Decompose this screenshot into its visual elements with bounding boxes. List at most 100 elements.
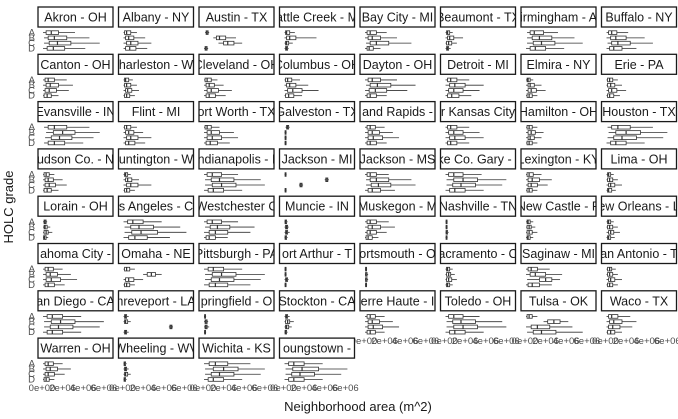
y-tick-label: D bbox=[28, 138, 35, 149]
facet-panel: r Kansas City bbox=[439, 100, 517, 146]
box bbox=[449, 329, 466, 335]
boxplot-grade-D bbox=[445, 188, 484, 193]
boxplot-grade-A bbox=[43, 30, 75, 35]
strip-label: Muskegon - M bbox=[358, 200, 437, 214]
boxplot-grade-A bbox=[527, 30, 558, 35]
box bbox=[207, 377, 225, 382]
strip-label: oungstown - bbox=[283, 342, 351, 356]
boxplot-grade-B bbox=[606, 177, 618, 182]
y-tick-label: C bbox=[28, 369, 35, 380]
box bbox=[527, 177, 540, 182]
strip-label: Pittsburgh - PA bbox=[195, 247, 279, 261]
box bbox=[292, 366, 319, 372]
boxplot-grade-C bbox=[446, 324, 507, 330]
strip-label: Columbus - OH bbox=[274, 58, 360, 72]
box bbox=[126, 40, 139, 46]
strip-label: Wheeling - WV bbox=[114, 342, 198, 356]
box bbox=[611, 40, 631, 46]
boxplot-grade-D bbox=[526, 93, 538, 98]
boxplot-grade-D bbox=[43, 377, 55, 382]
boxplot-grade-A bbox=[526, 172, 542, 177]
strip-label: Toledo - OH bbox=[445, 294, 512, 308]
box bbox=[131, 230, 158, 235]
boxplot-grade-D bbox=[365, 93, 387, 98]
box bbox=[125, 277, 135, 282]
x-tick-label: 0e+00 bbox=[270, 383, 297, 394]
box bbox=[45, 30, 59, 35]
boxplot-grade-C bbox=[445, 135, 484, 140]
box bbox=[125, 46, 137, 51]
boxplot-grade-A bbox=[606, 266, 616, 272]
boxplot-grade-C bbox=[204, 324, 210, 330]
box bbox=[223, 40, 235, 46]
strip-box bbox=[117, 290, 195, 312]
boxplot-grade-A bbox=[204, 314, 207, 319]
boxplot-grade-A bbox=[204, 361, 251, 366]
box bbox=[527, 266, 538, 272]
boxplot-grade-B bbox=[445, 35, 464, 41]
strip-box bbox=[520, 195, 597, 217]
boxplot-grade-D bbox=[606, 46, 637, 51]
boxplot-grade-C bbox=[205, 182, 265, 188]
boxplot-grade-C bbox=[44, 324, 100, 330]
strip-box bbox=[359, 100, 436, 123]
boxplot-grade-D bbox=[365, 140, 387, 146]
x-tick-label: 4e+06 bbox=[472, 336, 499, 347]
facet-panel: ndianapolis - I bbox=[198, 148, 275, 193]
facet-panel: Jackson - MS bbox=[359, 148, 436, 193]
box bbox=[452, 182, 476, 188]
facet-panel: ew Orleans - L bbox=[600, 195, 678, 240]
strip-box bbox=[198, 148, 275, 170]
box bbox=[125, 88, 133, 93]
box bbox=[208, 361, 229, 366]
boxplot-grade-A bbox=[365, 314, 385, 319]
box bbox=[125, 177, 133, 182]
boxplot-grade-C bbox=[526, 324, 573, 330]
boxplot-grade-B bbox=[608, 130, 668, 135]
box bbox=[211, 182, 237, 188]
boxplot-grade-B bbox=[43, 272, 71, 277]
box bbox=[124, 82, 132, 88]
y-tick-label: A bbox=[29, 264, 36, 275]
box bbox=[527, 182, 538, 188]
boxplot-grade-C bbox=[445, 88, 480, 93]
boxplot-grade-A bbox=[284, 30, 295, 35]
strip-label: Lima - OH bbox=[611, 152, 668, 166]
x-tick-label: 2e+06 bbox=[291, 383, 318, 394]
boxplot-grade-D bbox=[204, 46, 209, 51]
box bbox=[608, 182, 616, 188]
x-tick-label: 4e+06 bbox=[70, 383, 97, 394]
facet-panel: harleston - W bbox=[117, 53, 195, 98]
strip-box bbox=[439, 290, 517, 312]
boxplot-grade-B bbox=[43, 177, 63, 182]
boxplot-grade-D bbox=[445, 235, 448, 240]
box bbox=[527, 88, 537, 93]
box bbox=[366, 230, 377, 235]
y-axis-title: HOLC grade bbox=[1, 171, 16, 244]
strip-label: an Diego - CA bbox=[36, 294, 115, 308]
y-tick-label: D bbox=[28, 374, 35, 385]
strip-box bbox=[439, 242, 517, 265]
box bbox=[609, 319, 623, 324]
strip-label: ahoma City - bbox=[40, 247, 111, 261]
boxplot-grade-D bbox=[284, 93, 303, 98]
strip-box bbox=[278, 195, 356, 217]
boxplot-grade-B bbox=[43, 366, 71, 372]
box bbox=[608, 314, 619, 319]
strip-box bbox=[278, 242, 356, 265]
boxplot-grade-B bbox=[284, 272, 287, 277]
box bbox=[527, 135, 535, 140]
x-tick-label: 0e+00 bbox=[431, 336, 458, 347]
boxplot-grade-C bbox=[284, 277, 289, 282]
x-tick-label: 2e+06 bbox=[130, 383, 157, 394]
strip-label: irmingham - A bbox=[520, 11, 598, 25]
boxplot-grade-B bbox=[44, 35, 90, 41]
boxplot-grade-C bbox=[606, 88, 627, 93]
facet-panel: acramento - C bbox=[439, 242, 517, 288]
strip-label: Austin - TX bbox=[206, 11, 268, 25]
boxplot-grade-C bbox=[284, 135, 287, 140]
strip-label: Hamilton - OH bbox=[519, 105, 598, 119]
boxplot-grade-B bbox=[204, 82, 224, 88]
